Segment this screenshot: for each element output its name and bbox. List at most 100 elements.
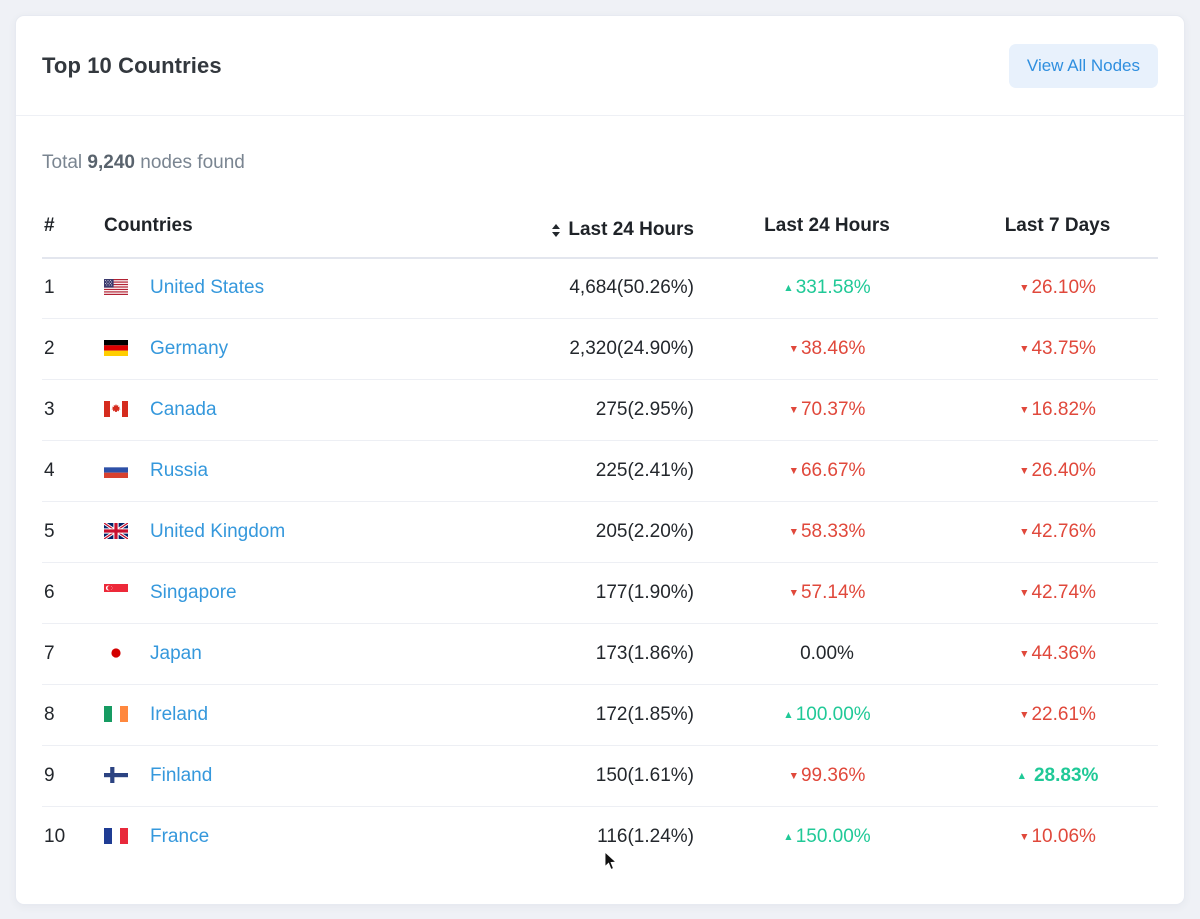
country-link[interactable]: Singapore bbox=[150, 582, 237, 603]
countries-table: # Countries Last 24 Hours Last 24 Hours … bbox=[42, 200, 1158, 868]
country-link[interactable]: Ireland bbox=[150, 704, 209, 725]
ie-flag-icon bbox=[104, 706, 128, 722]
change-value: ▼ 22.61% bbox=[1019, 704, 1096, 725]
column-header-last24-change: Last 24 Hours bbox=[697, 200, 957, 259]
change-7d-cell: ▼ 42.74% bbox=[957, 562, 1158, 624]
change-7d-cell: ▼ 43.75% bbox=[957, 318, 1158, 380]
change-value: 0.00% bbox=[800, 643, 854, 664]
country-cell: Singapore bbox=[104, 562, 434, 624]
change-percent-text: 26.40% bbox=[1031, 460, 1096, 481]
rank-cell: 2 bbox=[42, 318, 104, 380]
change-24h-cell: ▲ 100.00% bbox=[697, 684, 957, 746]
nodes-count-cell: 225(2.41%) bbox=[434, 440, 697, 502]
country-cell: Finland bbox=[104, 745, 434, 807]
change-value: ▼ 42.76% bbox=[1019, 521, 1096, 542]
table-body: 1 United States 4,684(50.26%) ▲ 331.58% ▼ 26.1… bbox=[42, 257, 1158, 868]
change-24h-cell: ▼ 66.67% bbox=[697, 440, 957, 502]
country-cell: Russia bbox=[104, 440, 434, 502]
country-link[interactable]: United States bbox=[150, 277, 265, 299]
change-24h-cell: ▲ 150.00% bbox=[697, 807, 957, 868]
country-link[interactable]: Germany bbox=[150, 338, 229, 359]
change-7d-cell: ▼ 26.10% bbox=[957, 257, 1158, 319]
arrow-down-icon: ▼ bbox=[1019, 526, 1030, 538]
change-value: ▲ 28.83% bbox=[1017, 765, 1099, 786]
rank-cell: 4 bbox=[42, 440, 104, 502]
arrow-up-icon: ▲ bbox=[783, 282, 794, 295]
change-24h-cell: ▼ 99.36% bbox=[697, 745, 957, 807]
change-percent-text: 0.00% bbox=[800, 643, 854, 664]
change-percent-text: 43.75% bbox=[1031, 338, 1096, 359]
page-title: Top 10 Countries bbox=[42, 52, 222, 78]
arrow-down-icon: ▼ bbox=[788, 770, 799, 782]
sort-icon bbox=[552, 224, 561, 237]
arrow-down-icon: ▼ bbox=[1019, 465, 1030, 477]
change-7d-cell: ▲ 28.83% bbox=[957, 745, 1158, 807]
arrow-up-icon: ▲ bbox=[1016, 770, 1027, 782]
column-header-last24-count[interactable]: Last 24 Hours bbox=[434, 200, 697, 259]
arrow-down-icon: ▼ bbox=[1019, 831, 1030, 844]
change-value: ▼ 43.75% bbox=[1019, 338, 1096, 359]
country-cell: Japan bbox=[104, 623, 434, 685]
change-value: ▼ 58.33% bbox=[789, 521, 866, 542]
view-all-nodes-button[interactable]: View All Nodes bbox=[1008, 43, 1158, 88]
table-row: 5 United Kingdom 205(2.20%) ▼ 58.33% ▼ 42.76% bbox=[42, 501, 1158, 563]
country-cell: France bbox=[104, 807, 434, 868]
rank-cell: 9 bbox=[42, 745, 104, 807]
country-link[interactable]: United Kingdom bbox=[150, 521, 286, 542]
change-value: ▼ 26.40% bbox=[1019, 460, 1096, 481]
country-cell: Ireland bbox=[104, 684, 434, 746]
change-value: ▼ 26.10% bbox=[1019, 277, 1096, 298]
change-percent-text: 42.76% bbox=[1031, 521, 1096, 542]
change-value: ▲ 100.00% bbox=[783, 704, 870, 725]
fi-flag-icon bbox=[104, 767, 128, 783]
column-header-countries: Countries bbox=[104, 200, 434, 259]
arrow-up-icon: ▲ bbox=[783, 709, 794, 721]
table-row: 3 Canada 275(2.95%) ▼ 70.37% ▼ 16.82% bbox=[42, 379, 1158, 441]
change-24h-cell: 0.00% bbox=[697, 623, 957, 685]
nodes-count-cell: 177(1.90%) bbox=[434, 562, 697, 624]
change-value: ▼ 38.46% bbox=[789, 338, 866, 359]
country-link[interactable]: Japan bbox=[150, 643, 202, 664]
country-cell: United States bbox=[104, 257, 434, 319]
arrow-down-icon: ▼ bbox=[1019, 404, 1030, 416]
country-link[interactable]: Finland bbox=[150, 765, 213, 786]
change-value: ▼ 99.36% bbox=[789, 765, 866, 786]
change-24h-cell: ▼ 58.33% bbox=[697, 501, 957, 563]
change-percent-text: 99.36% bbox=[800, 765, 866, 786]
total-count: 9,240 bbox=[87, 152, 135, 173]
rank-cell: 5 bbox=[42, 501, 104, 563]
fr-flag-icon bbox=[104, 828, 128, 845]
change-24h-cell: ▲ 331.58% bbox=[697, 257, 957, 319]
change-percent-text: 57.14% bbox=[800, 582, 866, 603]
nodes-count-cell: 116(1.24%) bbox=[597, 826, 694, 848]
change-percent-text: 38.46% bbox=[800, 338, 866, 359]
arrow-down-icon: ▼ bbox=[1019, 709, 1030, 721]
jp-flag-icon bbox=[104, 645, 128, 661]
change-percent-text: 66.67% bbox=[800, 460, 866, 481]
nodes-count-cell: 4,684(50.26%) bbox=[434, 257, 697, 319]
rank-cell: 10 bbox=[44, 826, 66, 848]
nodes-count-cell: 172(1.85%) bbox=[434, 684, 697, 746]
country-link[interactable]: Russia bbox=[150, 460, 209, 481]
country-link[interactable]: France bbox=[150, 826, 210, 848]
change-percent-text: 58.33% bbox=[800, 521, 866, 542]
column-header-rank: # bbox=[42, 200, 104, 259]
de-flag-icon bbox=[104, 340, 128, 356]
change-value: ▼ 42.74% bbox=[1019, 582, 1096, 603]
change-percent-text: 22.61% bbox=[1031, 704, 1096, 725]
table-row: 1 United States 4,684(50.26%) ▲ 331.58% ▼ 26.1… bbox=[42, 257, 1158, 319]
us-flag-icon bbox=[104, 279, 128, 296]
table-row: 2 Germany 2,320(24.90%) ▼ 38.46% ▼ 43.75% bbox=[42, 318, 1158, 380]
arrow-down-icon: ▼ bbox=[1019, 282, 1030, 295]
country-link[interactable]: Canada bbox=[150, 399, 217, 420]
change-value: ▼ 16.82% bbox=[1019, 399, 1096, 420]
change-value: ▲ 331.58% bbox=[783, 277, 870, 298]
change-24h-cell: ▼ 38.46% bbox=[697, 318, 957, 380]
change-24h-cell: ▼ 57.14% bbox=[697, 562, 957, 624]
change-value: ▼ 10.06% bbox=[1019, 826, 1096, 847]
change-value: ▼ 66.67% bbox=[789, 460, 866, 481]
rank-cell: 7 bbox=[42, 623, 104, 685]
arrow-up-icon: ▲ bbox=[783, 831, 794, 844]
table-row: 7 Japan 173(1.86%) 0.00% ▼ 44.36% bbox=[42, 623, 1158, 685]
column-header-last24-count-label: Last 24 Hours bbox=[568, 218, 694, 240]
